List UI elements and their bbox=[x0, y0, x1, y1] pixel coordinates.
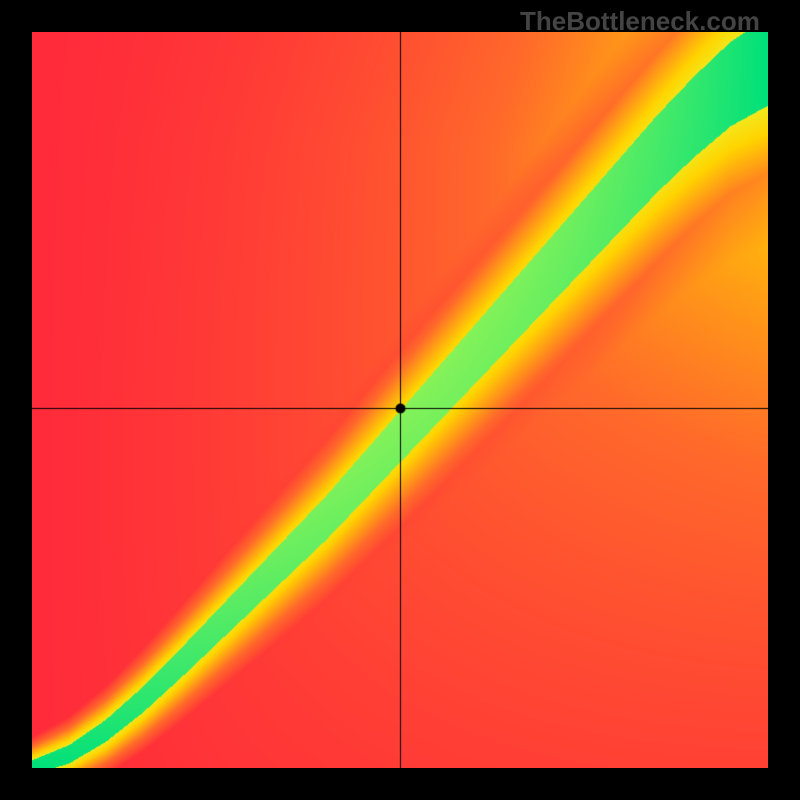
bottleneck-heatmap bbox=[32, 32, 768, 768]
chart-container: TheBottleneck.com bbox=[0, 0, 800, 800]
watermark-text: TheBottleneck.com bbox=[520, 6, 760, 37]
